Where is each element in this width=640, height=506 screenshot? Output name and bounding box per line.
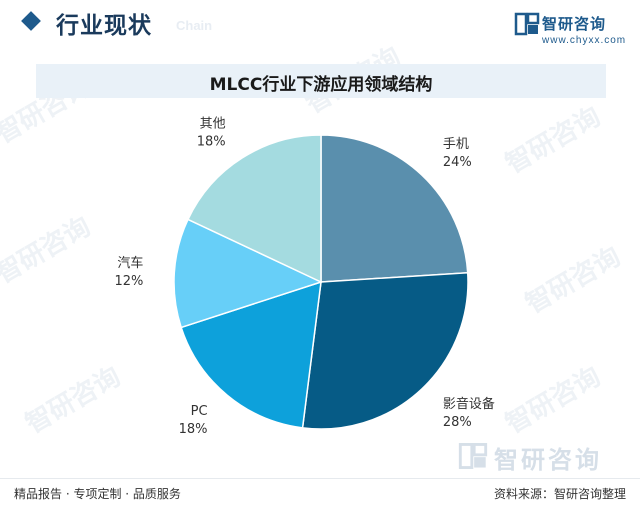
slice-value-label-1: 28% — [443, 415, 472, 430]
page-header: 行业现状 Chain 智研咨询 www.chyxx.com — [0, 0, 640, 50]
chart-title: MLCC行业下游应用领域结构 — [209, 75, 433, 95]
slice-value-label-3: 12% — [114, 274, 143, 289]
data-source: 资料来源：智研咨询整理 — [493, 487, 626, 501]
section-title-en: Chain — [176, 18, 213, 33]
pie-slice-1 — [301, 271, 469, 430]
slice-label-3: 汽车 — [117, 255, 143, 271]
brand: 智研咨询 www.chyxx.com — [514, 12, 626, 48]
brand-url: www.chyxx.com — [542, 35, 627, 46]
slice-label-2: PC — [191, 404, 208, 419]
bottom-brand-name: 智研咨询 — [494, 446, 602, 474]
page-footer: 精品报告 · 专项定制 · 品质服务 资料来源：智研咨询整理 — [0, 478, 640, 506]
bottom-brand: 智研咨询 — [458, 440, 634, 474]
chart-title-bar: MLCC行业下游应用领域结构 — [36, 64, 606, 98]
footer-slogan: 精品报告 · 专项定制 · 品质服务 — [14, 487, 181, 501]
pie-slice-0 — [320, 134, 469, 283]
pie-slice-2 — [180, 280, 322, 429]
slice-label-1: 影音设备 — [443, 396, 495, 412]
brand-logo-icon — [514, 12, 540, 36]
slice-label-4: 其他 — [200, 117, 226, 132]
section-title: 行业现状 — [56, 13, 152, 39]
pie-slice-4 — [186, 134, 322, 284]
slice-value-label-4: 18% — [197, 135, 226, 150]
slice-value-label-0: 24% — [443, 155, 472, 170]
slice-value-label-2: 18% — [179, 422, 208, 437]
bottom-logo-icon — [458, 443, 488, 469]
brand-name: 智研咨询 — [542, 15, 607, 33]
pie-slice-3 — [173, 218, 324, 329]
slice-label-0: 手机 — [443, 137, 469, 152]
